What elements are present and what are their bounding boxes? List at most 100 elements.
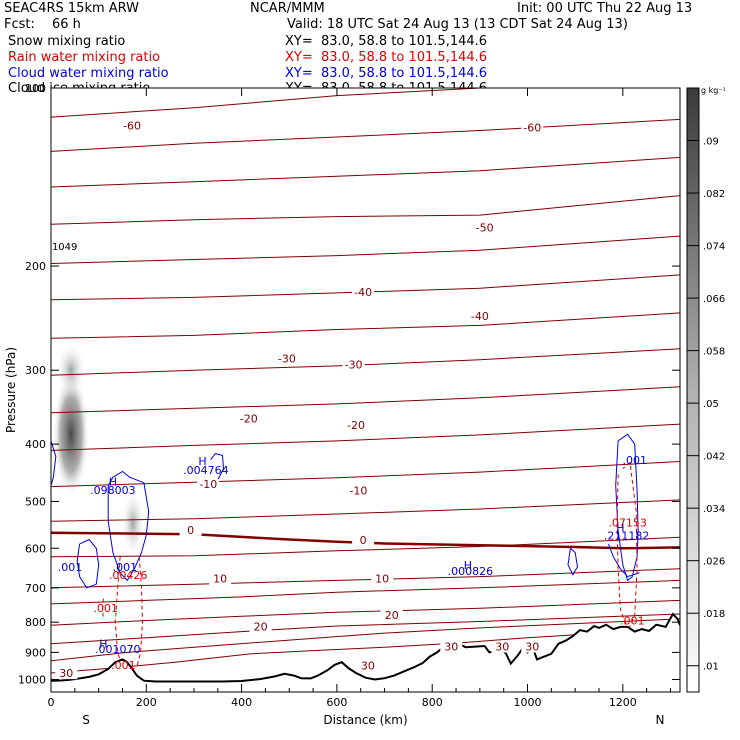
isotherm-label-bg [237, 413, 260, 425]
isotherm-label-bg [380, 609, 403, 621]
isotherm-line [51, 461, 680, 488]
isotherm-line [51, 235, 680, 264]
cloud-water-contour [567, 547, 579, 576]
colorbar-tick-label: .018 [703, 609, 725, 620]
rain-water-label: .00426 [109, 569, 148, 582]
cloud-water-contour [608, 543, 640, 578]
rain-water-label: .001 [620, 615, 645, 628]
snow-shading-mid [120, 489, 145, 558]
isotherm-label: -30 [278, 352, 296, 365]
isotherm-label: 30 [444, 641, 458, 654]
right-endpoint-label: N [656, 713, 665, 727]
cloud-water-label: .000826 [448, 565, 494, 578]
isotherm-label: -50 [476, 221, 494, 234]
isotherm-label: 30 [59, 667, 73, 680]
rain-water-contour [101, 598, 104, 619]
snow-shading-core [53, 372, 90, 497]
isotherm-label-bg [440, 641, 463, 653]
isotherm-line [51, 536, 680, 558]
y-tick-label: 400 [25, 438, 46, 451]
colorbar-tick-label: .05 [703, 399, 719, 410]
isotherm-label: 10 [213, 573, 227, 586]
cloud-water-contour [615, 433, 639, 582]
rain-water-label: .001 [111, 659, 136, 672]
isotherm-line [51, 274, 680, 301]
cloud-water-label: H [109, 476, 117, 489]
colorbar-tick-label: .082 [703, 189, 725, 200]
forecast-hours: 66 h [52, 17, 81, 32]
isotherm-label: -10 [199, 478, 217, 491]
isotherm-label-bg [347, 485, 370, 497]
isotherm-label: 0 [187, 524, 194, 537]
colorbar-tick-label: .042 [703, 452, 725, 463]
cloud-water-contour [107, 470, 150, 582]
cloud-water-label: H [464, 559, 472, 572]
isotherm-label-bg [521, 641, 544, 653]
field-label-cloud-water: Cloud water mixing ratio [8, 66, 169, 81]
isotherm-label: 20 [254, 621, 268, 634]
isotherm-label-bg [275, 353, 298, 365]
cloud-water-label: .004764 [183, 464, 229, 477]
colorbar-ramp [686, 87, 700, 693]
x-tick-label: 0 [48, 696, 55, 709]
isotherm-label: -20 [240, 412, 258, 425]
y-tick-label: 300 [25, 364, 46, 377]
x-axis-label: Distance (km) [323, 713, 407, 727]
x-tick-label: 600 [326, 696, 347, 709]
valid-time: Valid: 18 UTC Sat 24 Aug 13 (13 CDT Sat … [287, 17, 628, 32]
colorbar-tick-label: .066 [703, 294, 725, 305]
isotherm-label-bg [344, 420, 367, 432]
isotherm-label-bg [197, 479, 220, 491]
cloud-water-contour [76, 538, 100, 589]
isotherm-label-bg [342, 359, 365, 371]
isotherm-label: 30 [361, 659, 375, 672]
colorbar-tick-label: .034 [703, 504, 725, 515]
colorbar-unit: g kg⁻¹ [701, 86, 726, 95]
rain-water-label: .07153 [608, 516, 647, 529]
field-xy-snow: XY= 83.0, 58.8 to 101.5,144.6 [285, 34, 488, 49]
isotherm-label-bg [356, 660, 379, 672]
cloud-water-contour [51, 440, 57, 486]
y-tick-label-top: 100 [25, 82, 46, 95]
cloud-water-label: H [616, 521, 624, 534]
field-label-snow: Snow mixing ratio [8, 34, 126, 49]
cloud-water-label: .001070 [95, 643, 141, 656]
x-tick-label: 1000 [514, 696, 542, 709]
colorbar-tick-label: .01 [703, 662, 719, 673]
isotherm-line [51, 386, 680, 414]
isotherm-label-bg [468, 311, 491, 323]
rain-water-contour [114, 556, 123, 668]
model-title: SEAC4RS 15km ARW [4, 1, 140, 16]
cloud-water-label: .001 [622, 454, 647, 467]
isotherm-label: -40 [354, 286, 372, 299]
y-tick-label: 600 [25, 542, 46, 555]
isotherm-label-bg [352, 287, 375, 299]
cloud-water-label: .001 [113, 561, 138, 574]
cloud-water-label: .211182 [604, 530, 650, 543]
y-tick-label: 900 [25, 646, 46, 659]
snow-shading-upper [56, 342, 87, 399]
plot-frame [50, 87, 681, 693]
isotherm-line [51, 568, 680, 589]
isotherm-line [51, 312, 680, 339]
cloud-water-label: H [198, 455, 206, 468]
x-tick-label: 1200 [609, 696, 637, 709]
isotherm-line [51, 579, 680, 605]
y-tick-label: 800 [25, 616, 46, 629]
y-tick-label: 1000 [18, 673, 46, 686]
isotherm-label: -40 [471, 310, 489, 323]
isotherm-label-bg [179, 524, 202, 536]
isotherm-label-bg [521, 122, 544, 134]
left-endpoint-label: S [82, 713, 90, 727]
x-tick-label: 800 [422, 696, 443, 709]
cloud-water-contour [210, 453, 225, 481]
isotherm-label-bg [352, 535, 375, 547]
terrain-fill [51, 614, 680, 692]
isotherm-label-bg [473, 222, 496, 234]
corner-pressure-label: 1049 [52, 242, 77, 253]
field-xy-rain: XY= 83.0, 58.8 to 101.5,144.6 [285, 50, 488, 65]
isotherm-label: -10 [349, 485, 367, 498]
y-axis-label: Pressure (hPa) [4, 347, 18, 433]
cloud-water-label: .098003 [90, 484, 136, 497]
isotherm-label-bg [249, 621, 272, 633]
